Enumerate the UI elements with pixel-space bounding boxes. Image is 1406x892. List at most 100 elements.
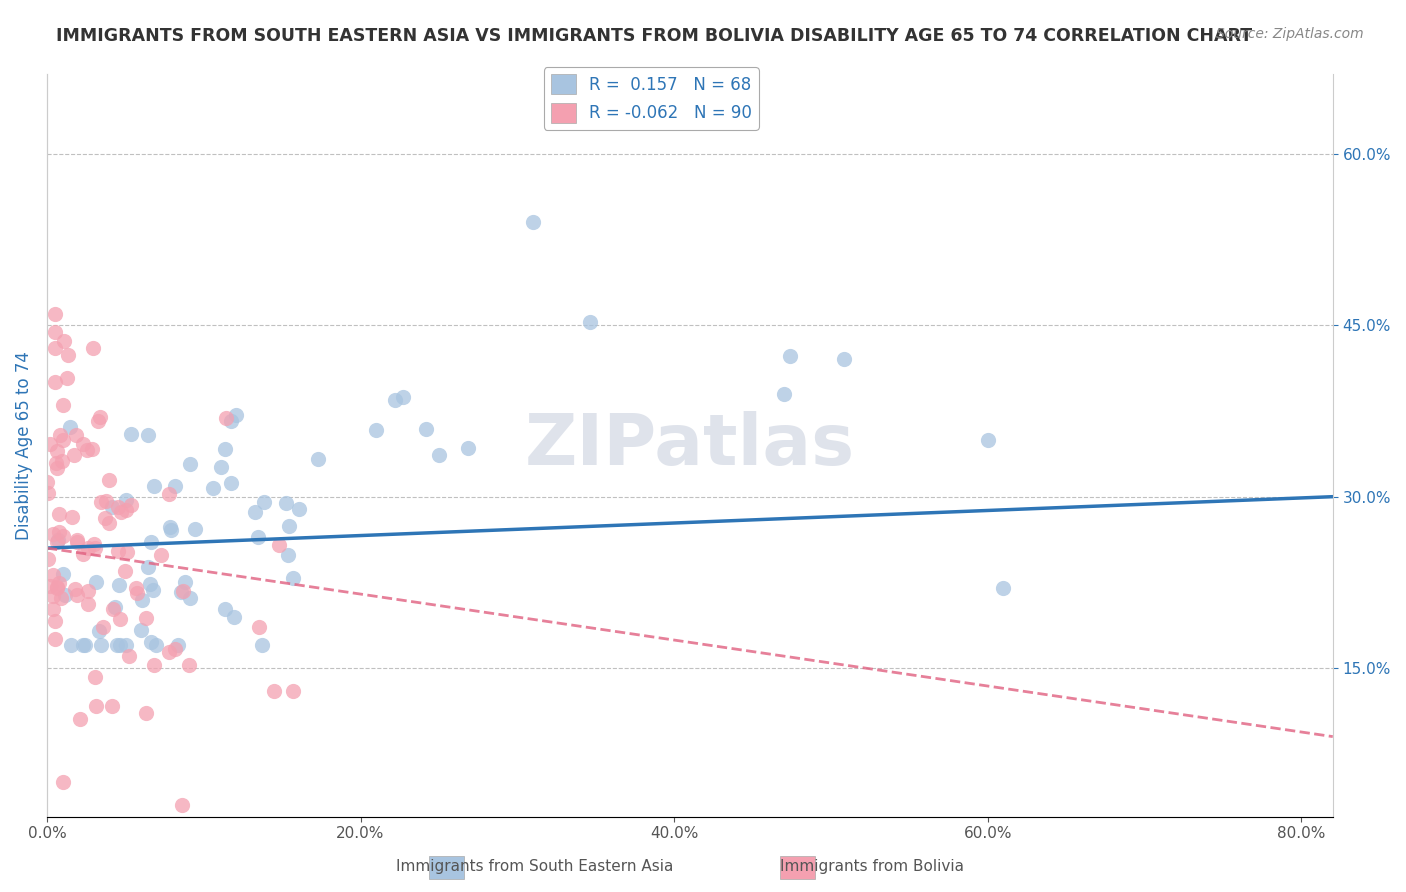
Point — [90, 638, 112, 652]
Point — [219, 475, 242, 490]
Point — [281, 684, 304, 698]
Point — [993, 581, 1015, 595]
Point — [76, 541, 98, 556]
Point — [44, 341, 66, 355]
Point — [51, 454, 73, 468]
Point — [288, 501, 311, 516]
Point — [247, 620, 270, 634]
Point — [179, 458, 201, 472]
Point — [773, 387, 796, 401]
Point — [59, 420, 82, 434]
Point — [110, 505, 132, 519]
Point — [250, 638, 273, 652]
Point — [139, 577, 162, 591]
Point — [44, 325, 66, 339]
Point — [163, 642, 186, 657]
Text: ZIPatlas: ZIPatlas — [524, 410, 855, 480]
Point — [172, 584, 194, 599]
Point — [101, 500, 124, 515]
Point — [269, 538, 291, 552]
Point — [281, 571, 304, 585]
Point — [52, 433, 75, 447]
Point — [224, 609, 246, 624]
Point — [69, 712, 91, 726]
Point — [97, 516, 120, 530]
Point — [184, 522, 207, 536]
Point — [170, 798, 193, 813]
Point — [44, 307, 66, 321]
Point — [149, 548, 172, 562]
Point — [37, 552, 59, 566]
Point — [131, 592, 153, 607]
Point — [80, 442, 103, 456]
Point — [366, 423, 388, 437]
Point — [141, 635, 163, 649]
Point — [392, 390, 415, 404]
Point — [163, 479, 186, 493]
Point — [52, 528, 75, 542]
Text: Source: ZipAtlas.com: Source: ZipAtlas.com — [1216, 27, 1364, 41]
Point — [214, 601, 236, 615]
Point — [52, 775, 75, 789]
Point — [42, 527, 65, 541]
Point — [160, 523, 183, 537]
Point — [107, 500, 129, 514]
Point — [49, 427, 72, 442]
Point — [157, 487, 180, 501]
Point — [107, 578, 129, 592]
Point — [56, 370, 79, 384]
Text: IMMIGRANTS FROM SOUTH EASTERN ASIA VS IMMIGRANTS FROM BOLIVIA DISABILITY AGE 65 : IMMIGRANTS FROM SOUTH EASTERN ASIA VS IM… — [56, 27, 1253, 45]
Point — [89, 410, 111, 425]
Point — [247, 530, 270, 544]
Point — [76, 442, 98, 457]
Point — [263, 683, 285, 698]
Point — [177, 657, 200, 672]
Point — [93, 620, 115, 634]
Point — [114, 564, 136, 578]
Point — [103, 601, 125, 615]
Point — [977, 433, 1000, 447]
Point — [45, 535, 67, 549]
Point — [143, 658, 166, 673]
Point — [72, 547, 94, 561]
Point — [278, 519, 301, 533]
Point — [415, 422, 437, 436]
Point — [579, 315, 602, 329]
Point — [39, 437, 62, 451]
Point — [104, 600, 127, 615]
Text: Immigrants from Bolivia: Immigrants from Bolivia — [780, 859, 963, 874]
Point — [108, 612, 131, 626]
Point — [142, 479, 165, 493]
Point — [115, 638, 138, 652]
Point — [129, 623, 152, 637]
Point — [66, 534, 89, 549]
Point — [37, 485, 59, 500]
Point — [110, 638, 132, 652]
Point — [90, 495, 112, 509]
Point — [65, 428, 87, 442]
Point — [58, 348, 80, 362]
Point — [201, 482, 224, 496]
Point — [53, 334, 76, 348]
Point — [37, 475, 59, 489]
Point — [52, 567, 75, 582]
Point — [45, 443, 67, 458]
Point — [522, 215, 544, 229]
Point — [138, 428, 160, 442]
Point — [117, 545, 139, 559]
Point — [44, 614, 66, 628]
Point — [215, 410, 238, 425]
Point — [834, 352, 856, 367]
Point — [44, 632, 66, 646]
Point — [101, 698, 124, 713]
Point — [45, 580, 67, 594]
Point — [173, 574, 195, 589]
Point — [277, 549, 299, 563]
Point — [94, 511, 117, 525]
Point — [159, 645, 181, 659]
Point — [118, 648, 141, 663]
Point — [105, 638, 128, 652]
Point — [66, 533, 89, 547]
Point — [243, 505, 266, 519]
Point — [41, 589, 63, 603]
